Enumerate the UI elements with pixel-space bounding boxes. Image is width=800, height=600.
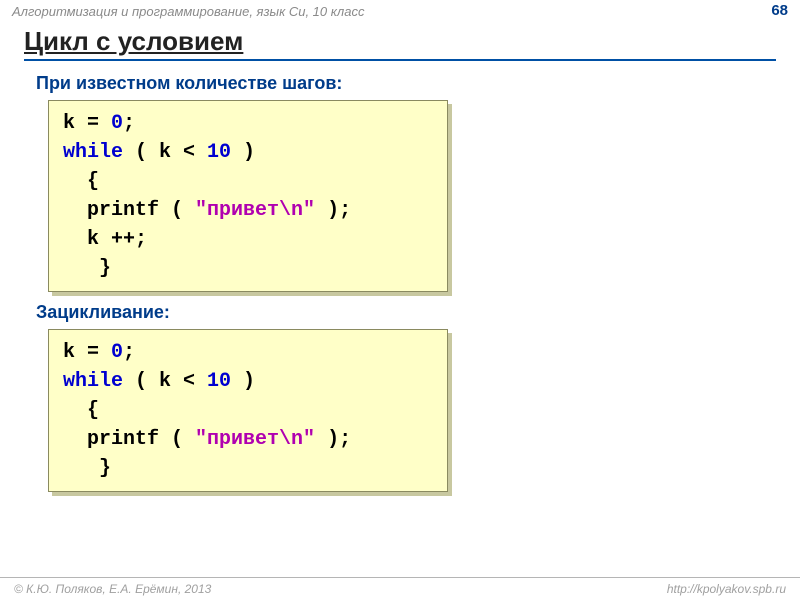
code-line: } xyxy=(63,254,433,283)
code-token: 0 xyxy=(111,112,123,135)
code-token: "привет\n" xyxy=(195,199,315,222)
code-token: ); xyxy=(315,199,351,222)
code-line: while ( k < 10 ) xyxy=(63,367,433,396)
content-area: При известном количестве шагов:k = 0;whi… xyxy=(0,61,800,492)
code-token: ; xyxy=(123,112,135,135)
page-number: 68 xyxy=(771,2,788,19)
code-token: 10 xyxy=(207,370,231,393)
code-block: k = 0;while ( k < 10 ) { printf ( "приве… xyxy=(48,100,448,292)
code-token: ) xyxy=(231,370,255,393)
code-token: } xyxy=(63,457,111,480)
slide-footer: © К.Ю. Поляков, Е.А. Ерёмин, 2013 http:/… xyxy=(0,577,800,596)
code-token: } xyxy=(63,257,111,280)
code-line: printf ( "привет\n" ); xyxy=(63,425,433,454)
code-token: while xyxy=(63,141,123,164)
code-token: 0 xyxy=(111,341,123,364)
course-name: Алгоритмизация и программирование, язык … xyxy=(12,4,364,19)
code-token: printf ( xyxy=(63,199,195,222)
code-line: k = 0; xyxy=(63,338,433,367)
code-token: while xyxy=(63,370,123,393)
code-token: k = xyxy=(63,341,111,364)
code-token: "привет\n" xyxy=(195,428,315,451)
code-line: } xyxy=(63,454,433,483)
footer-url: http://kpolyakov.spb.ru xyxy=(667,582,786,596)
code-token: k = xyxy=(63,112,111,135)
slide-title: Цикл с условием xyxy=(24,26,243,56)
code-token: ; xyxy=(123,341,135,364)
title-block: Цикл с условием xyxy=(0,26,800,61)
code-line: while ( k < 10 ) xyxy=(63,138,433,167)
section-heading: Зацикливание: xyxy=(36,302,764,323)
code-line: printf ( "привет\n" ); xyxy=(63,196,433,225)
slide-header: Алгоритмизация и программирование, язык … xyxy=(0,0,800,26)
code-token: { xyxy=(63,399,99,422)
code-token: ); xyxy=(315,428,351,451)
code-token: { xyxy=(63,170,99,193)
code-token: ) xyxy=(231,141,255,164)
code-line: k ++; xyxy=(63,225,433,254)
code-token: 10 xyxy=(207,141,231,164)
code-token: ( k < xyxy=(123,141,207,164)
code-line: k = 0; xyxy=(63,109,433,138)
code-token: ( k < xyxy=(123,370,207,393)
code-line: { xyxy=(63,167,433,196)
code-token: printf ( xyxy=(63,428,195,451)
code-token: k ++; xyxy=(63,228,147,251)
code-line: { xyxy=(63,396,433,425)
code-block: k = 0;while ( k < 10 ) { printf ( "приве… xyxy=(48,329,448,492)
section-heading: При известном количестве шагов: xyxy=(36,73,764,94)
copyright: © К.Ю. Поляков, Е.А. Ерёмин, 2013 xyxy=(14,582,211,596)
